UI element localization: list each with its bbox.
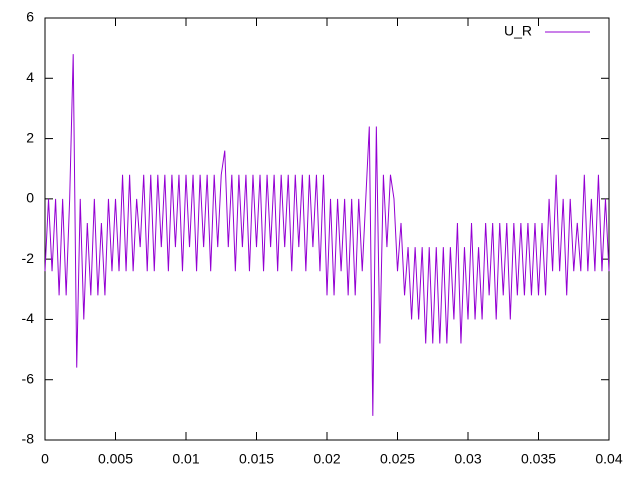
x-tick-label: 0 [41, 451, 49, 467]
x-tick-label: 0.01 [172, 451, 199, 467]
plot-border [44, 17, 610, 441]
y-tick-label: 6 [26, 9, 34, 25]
y-tick-label: -8 [22, 431, 35, 447]
x-tick-label: 0.015 [239, 451, 274, 467]
x-tick-label: 0.03 [454, 451, 481, 467]
x-tick-label: 0.025 [380, 451, 415, 467]
y-tick-label: -4 [22, 310, 35, 326]
data-line [44, 54, 610, 416]
legend-label: U_R [504, 23, 532, 39]
y-tick-label: 2 [26, 129, 34, 145]
y-tick-label: 0 [26, 190, 34, 206]
y-tick-label: -6 [22, 370, 35, 386]
y-tick-label: 4 [26, 69, 34, 85]
x-tick-label: 0.005 [98, 451, 133, 467]
x-tick-label: 0.02 [313, 451, 340, 467]
x-tick-label: 0.04 [595, 451, 622, 467]
x-tick-label: 0.035 [521, 451, 556, 467]
y-tick-label: -2 [22, 250, 35, 266]
